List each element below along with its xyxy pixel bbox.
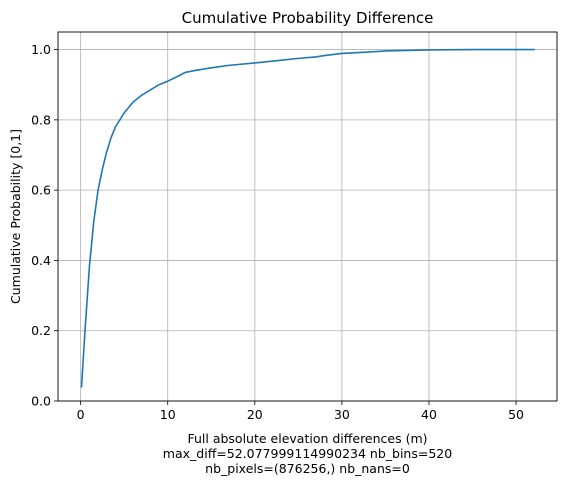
x-tick-label: 10 [160,407,176,422]
y-tick-label: 0.4 [31,253,51,268]
x-tick-label: 30 [334,407,350,422]
y-tick-label: 1.0 [31,42,51,57]
plot-frame [57,31,558,402]
x-tick-label: 20 [247,407,263,422]
x-ticks: 0 10 20 30 40 50 [77,401,524,422]
y-tick-label: 0.8 [31,112,51,127]
y-tick-label: 0.0 [31,394,51,409]
x-tick-label: 40 [421,407,437,422]
x-axis-label: Full absolute elevation differences (m) [187,431,427,446]
y-ticks: 0.0 0.2 0.4 0.6 0.8 1.0 [31,42,58,409]
cdf-series-line [80,48,535,388]
y-tick-label: 0.6 [31,183,51,198]
grid [58,32,557,402]
x-tick-label: 50 [508,407,524,422]
chart-title: Cumulative Probability Difference [182,9,434,27]
series-layer [80,48,535,388]
y-tick-label: 0.2 [31,323,51,338]
y-axis-label: Cumulative Probability [0,1] [8,129,23,304]
x-axis-info-line-1: max_diff=52.077999114990234 nb_bins=520 [163,446,452,461]
x-axis-info-line-2: nb_pixels=(876256,) nb_nans=0 [205,461,410,476]
x-tick-label: 0 [77,407,85,422]
